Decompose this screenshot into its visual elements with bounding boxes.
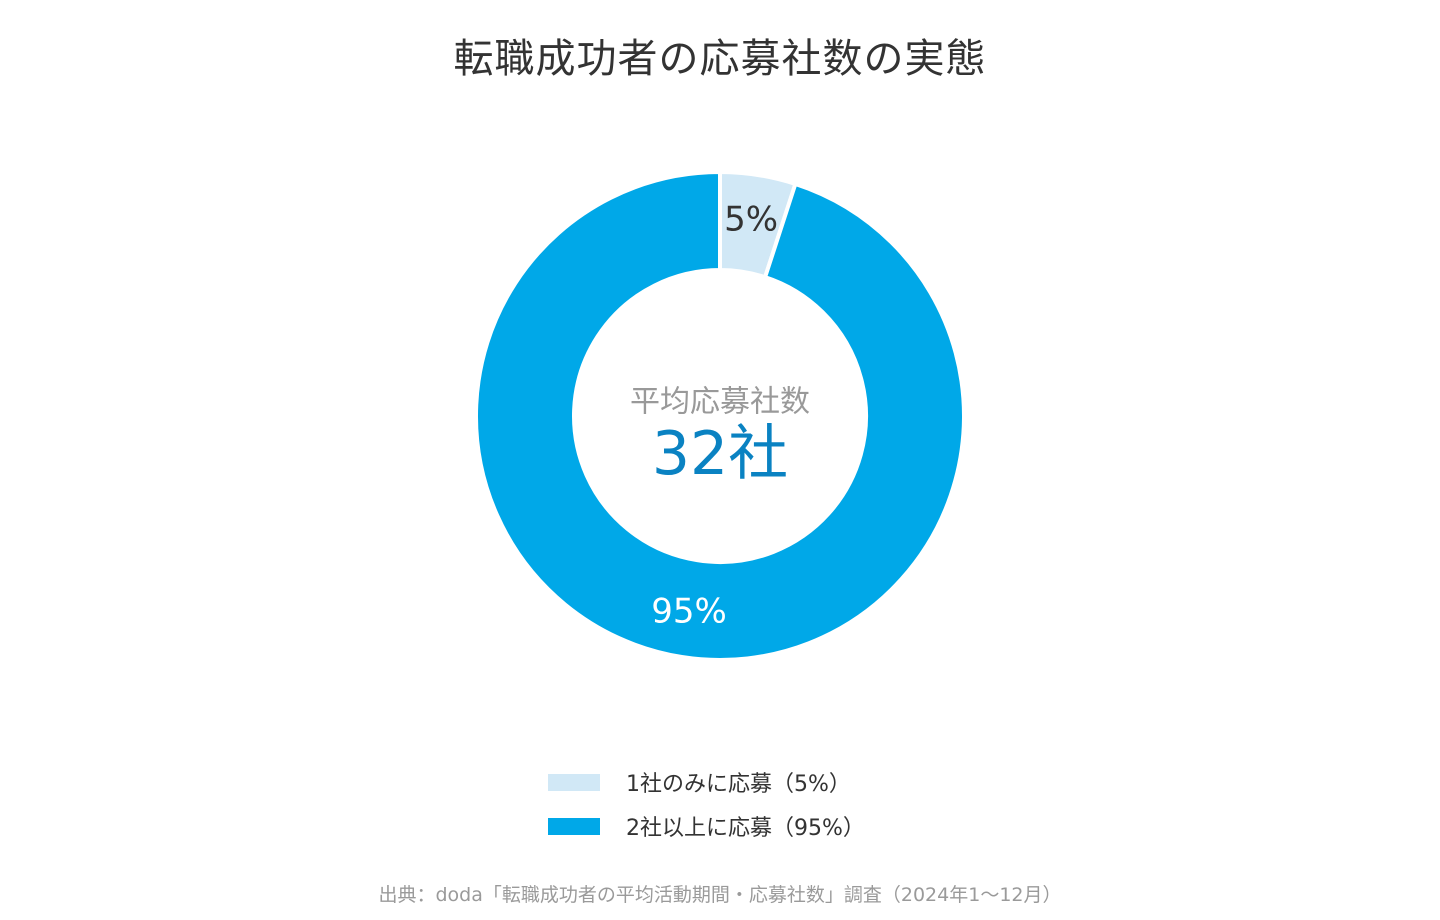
chart-title: 転職成功者の応募社数の実態 (453, 36, 987, 82)
slice-label-multiple-companies: 95% (651, 592, 727, 632)
legend-item-one-company: 1社のみに応募（5%） (548, 760, 865, 804)
legend-label-one-company: 1社のみに応募（5%） (626, 772, 851, 797)
legend: 1社のみに応募（5%） 2社以上に応募（95%） (548, 760, 865, 848)
legend-item-multiple-companies: 2社以上に応募（95%） (548, 804, 865, 848)
legend-label-multiple-companies: 2社以上に応募（95%） (626, 816, 865, 841)
source-note: 出典：doda「転職成功者の平均活動期間・応募社数」調査（2024年1〜12月） (378, 884, 1062, 906)
slice-label-one-company: 5% (724, 199, 778, 239)
legend-swatch-multiple-companies (548, 817, 600, 835)
center-label: 平均応募社数 (630, 385, 810, 420)
center-value: 32社 (652, 419, 788, 489)
legend-swatch-one-company (548, 773, 600, 791)
slice-multiple-companies (474, 169, 966, 662)
